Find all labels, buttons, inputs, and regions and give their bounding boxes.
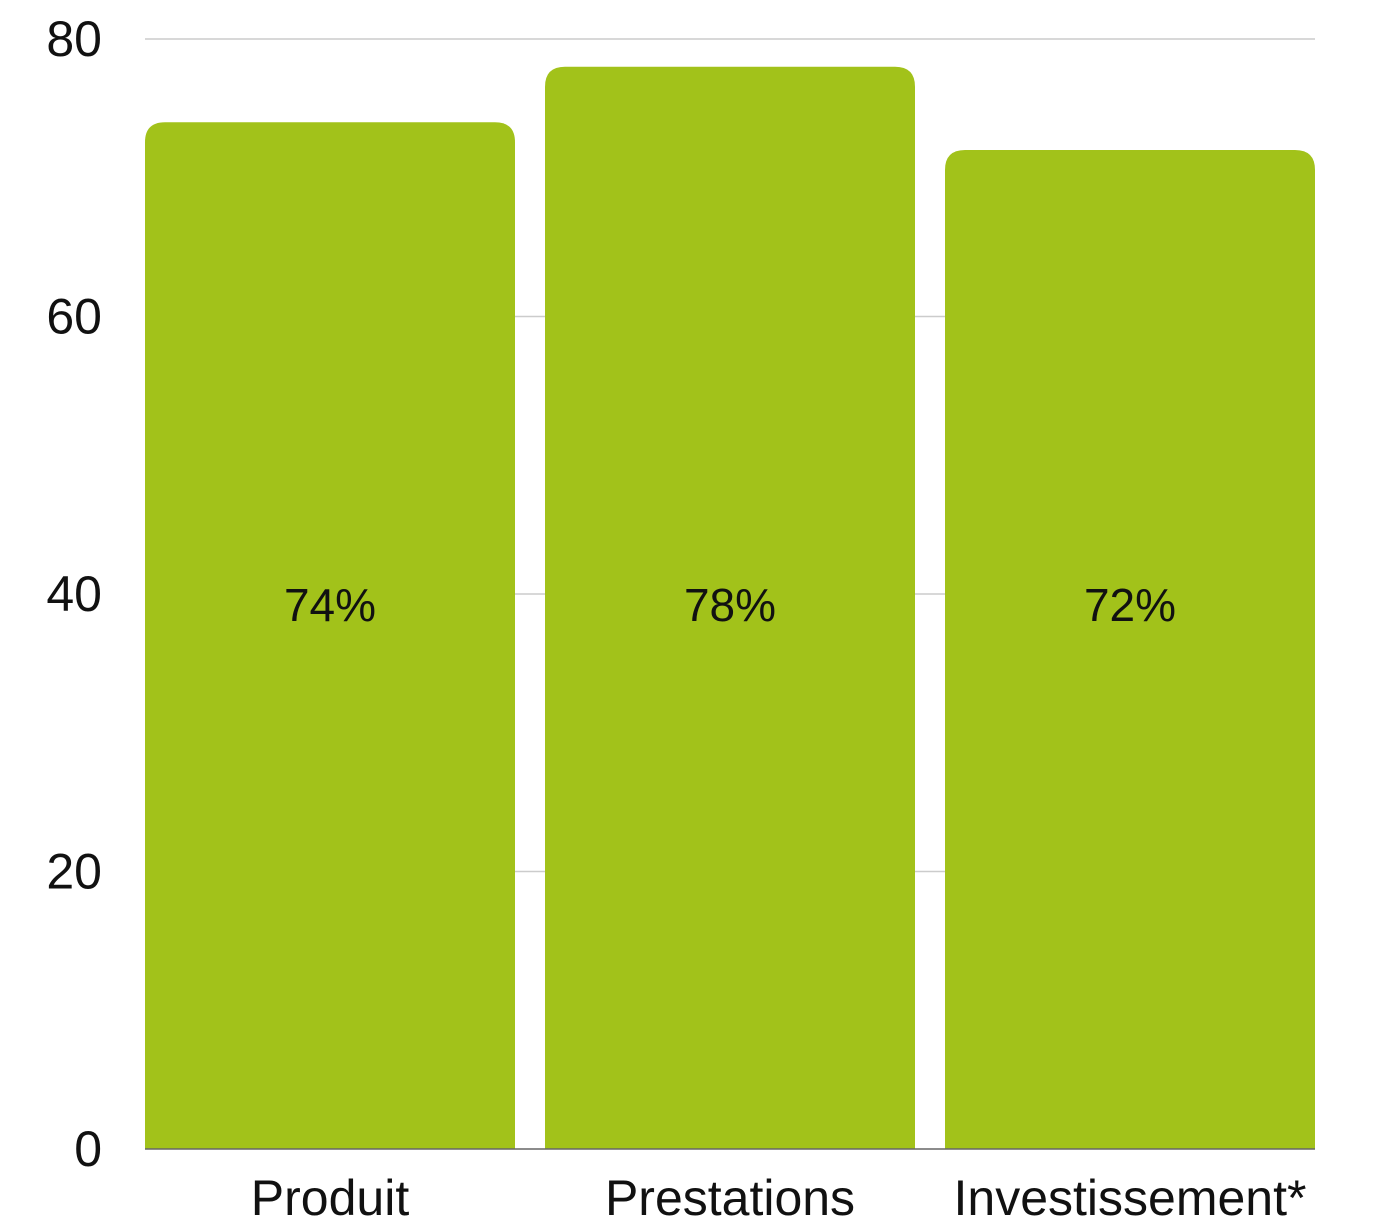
bar-value-label: 74%	[284, 579, 376, 631]
x-category-label: Prestations	[605, 1170, 855, 1226]
y-axis-ticks: 0 20 40 60 80	[46, 11, 102, 1177]
x-axis-labels: Produit Prestations Investissement*	[251, 1170, 1307, 1226]
y-tick-label: 20	[46, 844, 102, 900]
bars	[145, 66, 1315, 1149]
y-tick-label: 80	[46, 11, 102, 67]
bar-value-label: 72%	[1084, 579, 1176, 631]
bar	[945, 150, 1315, 1149]
x-category-label: Produit	[251, 1170, 410, 1226]
data-labels: 74% 78% 72%	[284, 579, 1176, 631]
y-tick-label: 60	[46, 289, 102, 345]
bar	[145, 122, 515, 1149]
y-tick-label: 40	[46, 566, 102, 622]
bar	[545, 66, 915, 1149]
x-category-label: Investissement*	[954, 1170, 1307, 1226]
bar-value-label: 78%	[684, 579, 776, 631]
y-tick-label: 0	[74, 1121, 102, 1177]
